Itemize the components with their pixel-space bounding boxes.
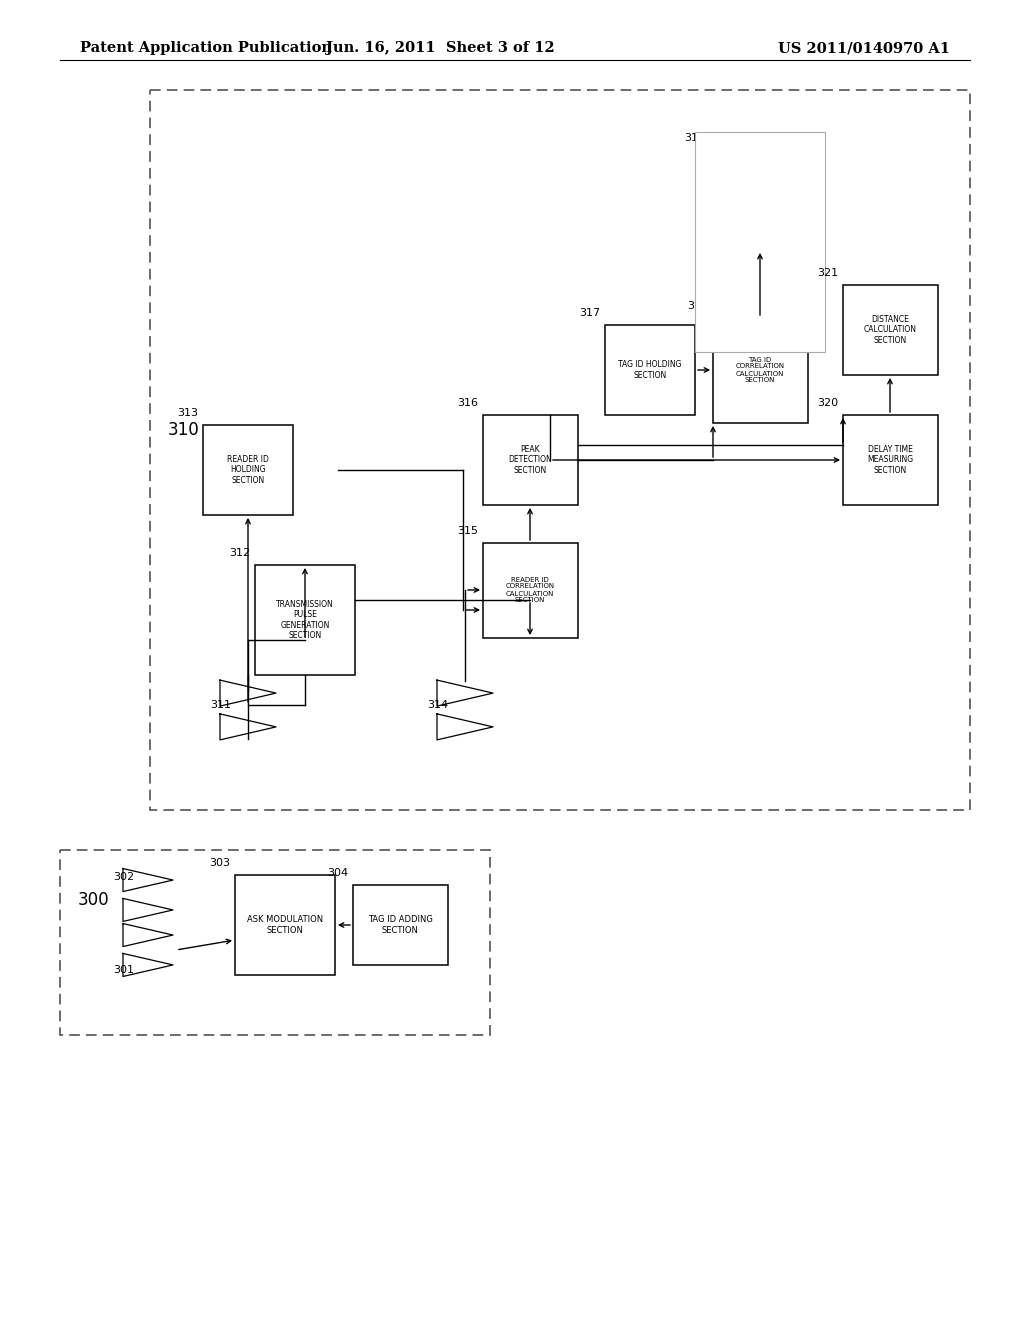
Text: 320: 320 — [817, 399, 838, 408]
Bar — [710, 150, 810, 249]
Polygon shape — [123, 869, 173, 891]
Text: 318: 318 — [687, 301, 708, 312]
Text: PEAK
DETECTION
SECTION: PEAK DETECTION SECTION — [508, 445, 552, 475]
Bar — [605, 325, 695, 414]
Text: 312: 312 — [229, 548, 250, 558]
Text: DELAY TIME
MEASURING
SECTION: DELAY TIME MEASURING SECTION — [867, 445, 913, 475]
Text: FIRST TRAVELING
WAVE DETECTION
SECTION: FIRST TRAVELING WAVE DETECTION SECTION — [726, 185, 794, 215]
Polygon shape — [123, 924, 173, 946]
Text: 316: 316 — [457, 399, 478, 408]
Text: 314: 314 — [427, 700, 449, 710]
Text: READER ID
HOLDING
SECTION: READER ID HOLDING SECTION — [227, 455, 269, 484]
Text: 304: 304 — [327, 869, 348, 878]
Text: 302: 302 — [113, 873, 134, 882]
Text: 311: 311 — [210, 700, 231, 710]
Bar — [150, 90, 970, 810]
Polygon shape — [220, 680, 276, 706]
Polygon shape — [437, 680, 493, 706]
Text: READER ID
CORRELATION
CALCULATION
SECTION: READER ID CORRELATION CALCULATION SECTIO… — [506, 577, 555, 603]
Bar — [713, 318, 808, 422]
Text: ASK MODULATION
SECTION: ASK MODULATION SECTION — [247, 915, 323, 935]
Bar — [695, 132, 825, 352]
Text: 319: 319 — [684, 133, 705, 143]
Text: Jun. 16, 2011  Sheet 3 of 12: Jun. 16, 2011 Sheet 3 of 12 — [326, 41, 554, 55]
Text: 313: 313 — [177, 408, 198, 418]
Text: Patent Application Publication: Patent Application Publication — [80, 41, 332, 55]
Text: TRANSMISSION
PULSE
GENERATION
SECTION: TRANSMISSION PULSE GENERATION SECTION — [276, 599, 334, 640]
Bar — [203, 425, 293, 515]
Text: 317: 317 — [579, 308, 600, 318]
Text: US 2011/0140970 A1: US 2011/0140970 A1 — [778, 41, 950, 55]
Bar — [234, 875, 335, 975]
Text: 303: 303 — [209, 858, 230, 869]
Polygon shape — [123, 899, 173, 921]
Bar — [483, 414, 578, 506]
Polygon shape — [220, 714, 276, 741]
Bar — [60, 850, 490, 1035]
Polygon shape — [123, 953, 173, 977]
Text: 315: 315 — [457, 525, 478, 536]
Text: TAG ID ADDING
SECTION: TAG ID ADDING SECTION — [368, 915, 432, 935]
Text: 321: 321 — [817, 268, 838, 279]
Bar — [843, 285, 938, 375]
Text: 300: 300 — [78, 891, 110, 909]
Bar — [483, 543, 578, 638]
Bar — [353, 884, 449, 965]
Text: 301: 301 — [113, 965, 134, 975]
Text: DISTANCE
CALCULATION
SECTION: DISTANCE CALCULATION SECTION — [863, 315, 916, 345]
Text: TAG ID
CORRELATION
CALCULATION
SECTION: TAG ID CORRELATION CALCULATION SECTION — [735, 356, 784, 384]
Bar — [255, 565, 355, 675]
Bar — [843, 414, 938, 506]
Polygon shape — [437, 714, 493, 741]
Text: 310: 310 — [168, 421, 200, 440]
Text: TAG ID HOLDING
SECTION: TAG ID HOLDING SECTION — [618, 360, 682, 380]
